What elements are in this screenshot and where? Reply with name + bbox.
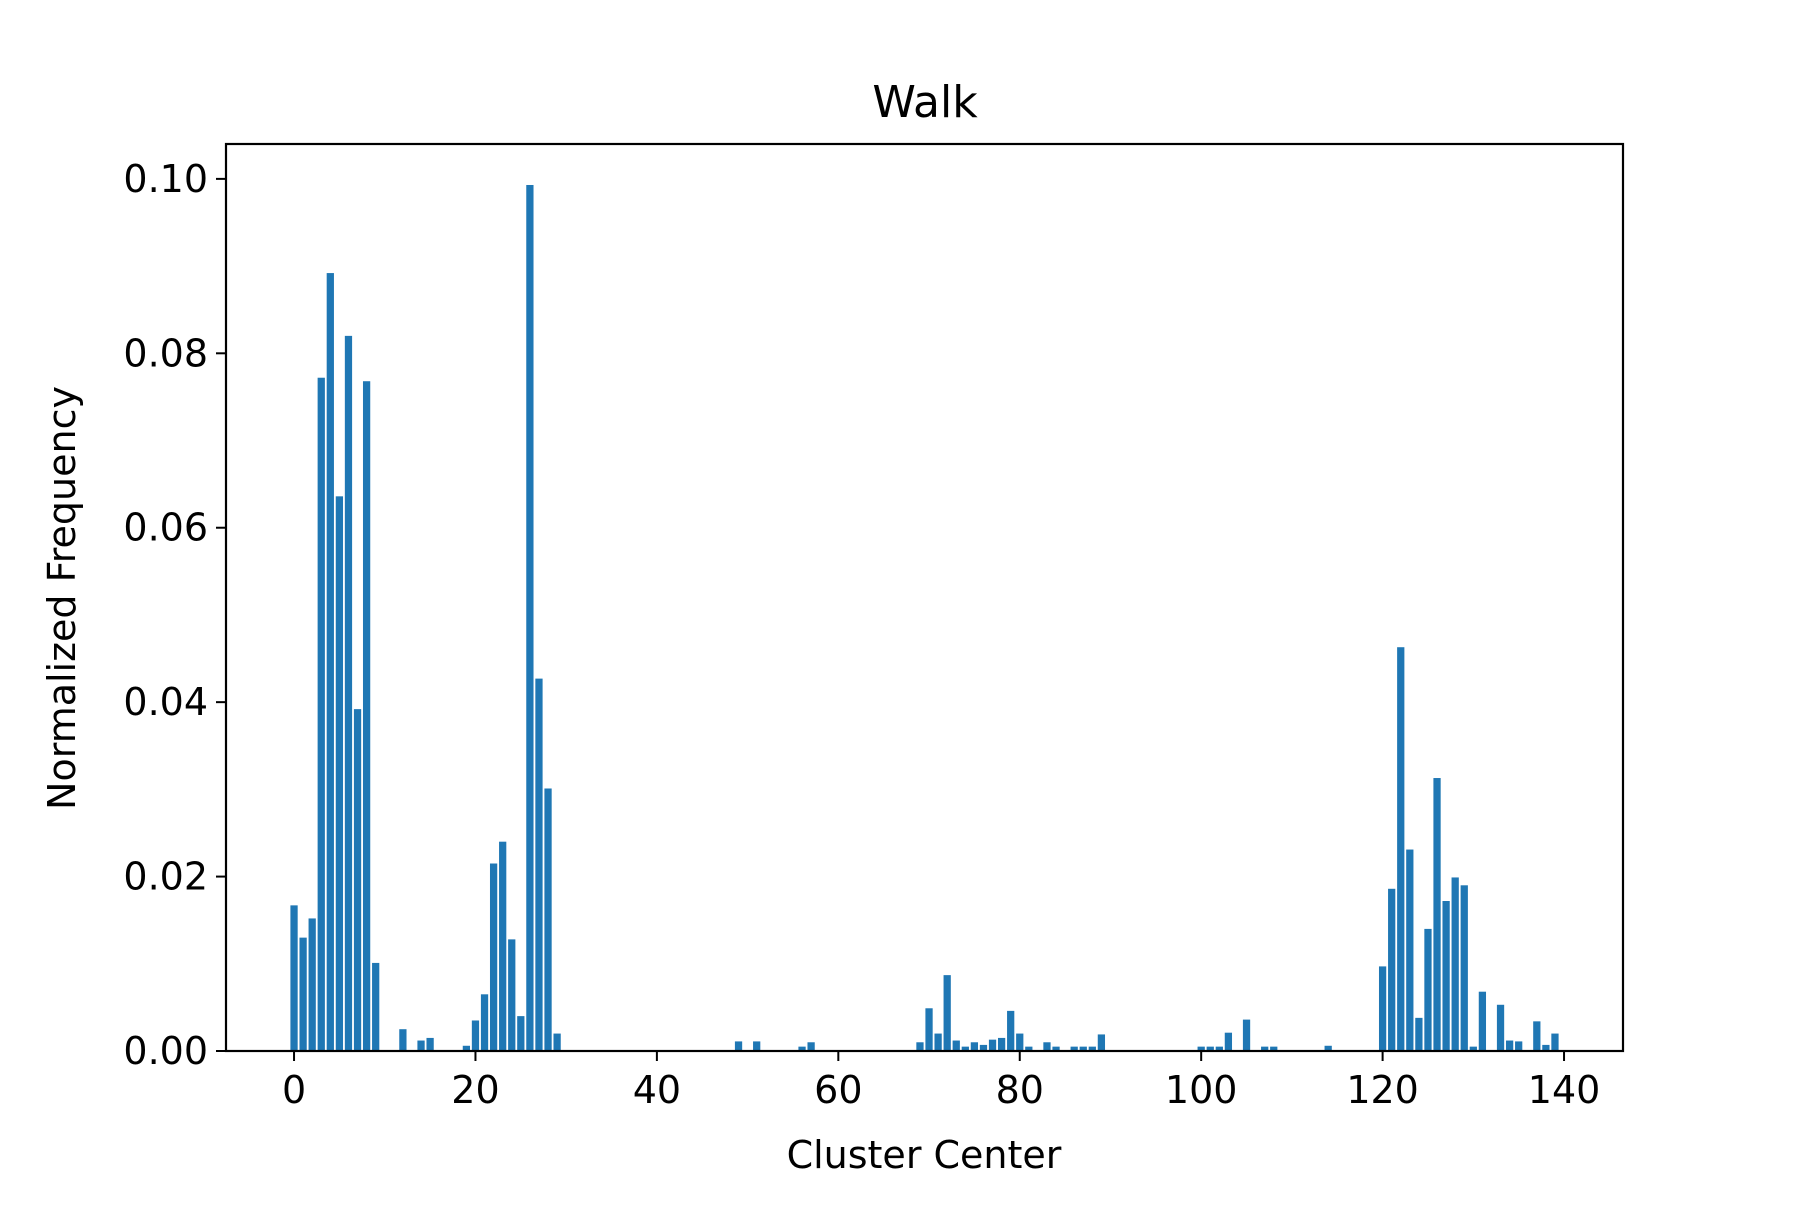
bar-137 bbox=[1533, 1021, 1541, 1051]
bar-27 bbox=[535, 678, 543, 1051]
bar-138 bbox=[1542, 1044, 1550, 1051]
bar-7 bbox=[353, 709, 362, 1051]
x-tick-label: 100 bbox=[1165, 1068, 1238, 1112]
bar-120 bbox=[1378, 966, 1387, 1051]
x-tick-label: 60 bbox=[814, 1068, 862, 1112]
bar-128 bbox=[1451, 877, 1459, 1051]
bar-6 bbox=[344, 335, 353, 1051]
bar-71 bbox=[934, 1033, 942, 1051]
y-tick-label: 0.00 bbox=[123, 1029, 208, 1073]
x-axis-label: Cluster Center bbox=[787, 1133, 1062, 1177]
bar-29 bbox=[553, 1033, 561, 1051]
bar-134 bbox=[1505, 1040, 1514, 1051]
bar-130 bbox=[1469, 1046, 1477, 1051]
bar-105 bbox=[1242, 1019, 1251, 1051]
bar-25 bbox=[517, 1016, 525, 1051]
bar-83 bbox=[1043, 1042, 1051, 1051]
bar-89 bbox=[1097, 1034, 1106, 1051]
bar-77 bbox=[988, 1039, 997, 1051]
y-tick-label: 0.04 bbox=[123, 680, 208, 724]
bar-3 bbox=[317, 377, 325, 1052]
bar-125 bbox=[1424, 928, 1432, 1051]
x-tick-label: 80 bbox=[996, 1068, 1044, 1112]
bar-102 bbox=[1215, 1046, 1223, 1051]
x-tick-label: 120 bbox=[1346, 1068, 1419, 1112]
bar-78 bbox=[997, 1037, 1006, 1051]
bar-23 bbox=[499, 841, 507, 1051]
chart-title: Walk bbox=[872, 77, 978, 128]
x-tick-label: 140 bbox=[1528, 1068, 1601, 1112]
bar-123 bbox=[1406, 849, 1414, 1051]
bar-28 bbox=[544, 788, 552, 1051]
bar-69 bbox=[916, 1042, 924, 1051]
bar-121 bbox=[1388, 888, 1396, 1051]
bar-79 bbox=[1007, 1010, 1015, 1051]
bar-131 bbox=[1478, 991, 1487, 1051]
bar-86 bbox=[1070, 1046, 1078, 1051]
bars-group bbox=[290, 184, 1559, 1052]
bar-87 bbox=[1079, 1046, 1087, 1051]
bar-21 bbox=[480, 994, 489, 1051]
bar-9 bbox=[372, 962, 380, 1051]
bar-100 bbox=[1197, 1046, 1205, 1051]
bar-126 bbox=[1433, 778, 1441, 1051]
bar-139 bbox=[1551, 1033, 1559, 1051]
bar-127 bbox=[1442, 901, 1450, 1051]
bar-19 bbox=[462, 1045, 471, 1051]
bar-84 bbox=[1052, 1046, 1060, 1051]
bar-124 bbox=[1415, 1017, 1423, 1051]
bar-2 bbox=[308, 918, 316, 1051]
x-tick-label: 0 bbox=[282, 1068, 306, 1112]
bar-103 bbox=[1224, 1032, 1233, 1051]
bar-26 bbox=[526, 184, 534, 1052]
bar-15 bbox=[426, 1037, 434, 1051]
y-tick-label: 0.02 bbox=[123, 855, 208, 899]
y-tick-label: 0.08 bbox=[123, 331, 208, 375]
bar-101 bbox=[1206, 1046, 1214, 1051]
bar-8 bbox=[362, 381, 371, 1052]
x-tick-label: 20 bbox=[451, 1068, 499, 1112]
bar-24 bbox=[508, 939, 516, 1051]
bar-133 bbox=[1496, 1004, 1505, 1051]
bar-75 bbox=[970, 1042, 979, 1051]
bar-1 bbox=[299, 937, 307, 1052]
bar-22 bbox=[489, 863, 498, 1051]
bar-81 bbox=[1025, 1046, 1033, 1051]
y-tick-label: 0.06 bbox=[123, 506, 208, 550]
bar-56 bbox=[798, 1046, 806, 1051]
bar-88 bbox=[1088, 1046, 1096, 1051]
x-tick-label: 40 bbox=[633, 1068, 681, 1112]
bar-0 bbox=[290, 905, 298, 1051]
bar-4 bbox=[326, 273, 334, 1051]
bar-80 bbox=[1016, 1033, 1024, 1051]
bar-70 bbox=[925, 1008, 933, 1051]
bar-57 bbox=[807, 1042, 815, 1051]
bar-14 bbox=[417, 1040, 425, 1051]
bar-114 bbox=[1324, 1045, 1332, 1051]
bar-73 bbox=[952, 1040, 960, 1051]
bar-129 bbox=[1460, 885, 1468, 1051]
bar-72 bbox=[943, 975, 951, 1051]
y-axis-ticks: 0.00 0.02 0.04 0.06 0.08 0.10 bbox=[123, 157, 226, 1073]
bar-108 bbox=[1270, 1046, 1278, 1051]
bar-12 bbox=[399, 1029, 407, 1051]
bar-20 bbox=[471, 1020, 480, 1051]
y-tick-label: 0.10 bbox=[123, 157, 208, 201]
bar-107 bbox=[1261, 1046, 1269, 1051]
bar-51 bbox=[753, 1041, 761, 1051]
bar-122 bbox=[1397, 647, 1405, 1051]
bar-76 bbox=[979, 1044, 988, 1051]
bar-135 bbox=[1515, 1041, 1523, 1051]
bar-5 bbox=[335, 496, 344, 1052]
plot-frame bbox=[224, 142, 1625, 1053]
bar-74 bbox=[961, 1046, 969, 1051]
x-axis-ticks: 0 20 40 60 80 100 120 140 bbox=[282, 1051, 1600, 1112]
y-axis-label: Normalized Frequency bbox=[40, 386, 84, 810]
bar-49 bbox=[734, 1041, 743, 1051]
